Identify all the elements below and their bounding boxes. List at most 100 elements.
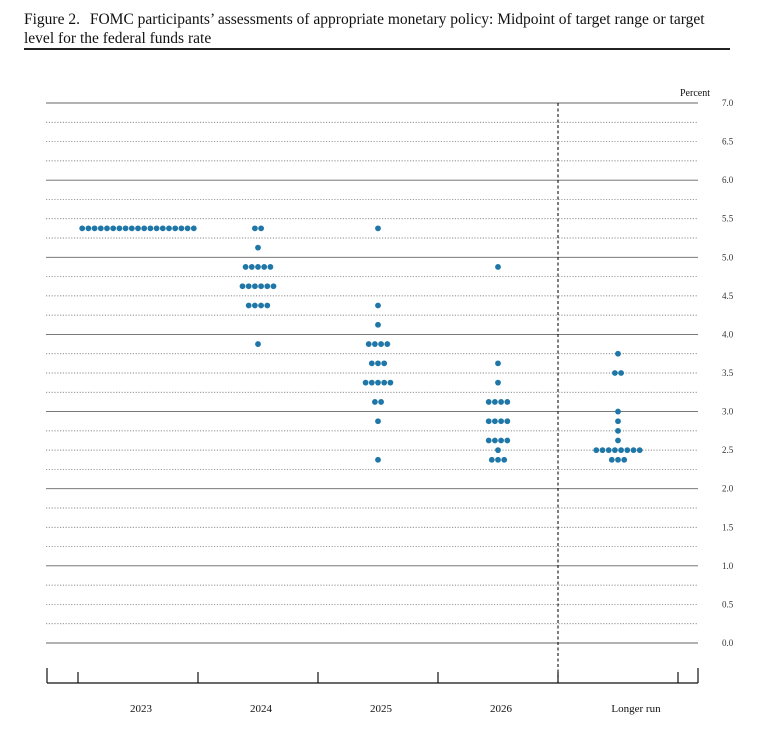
data-dot bbox=[495, 447, 501, 454]
data-dot bbox=[153, 225, 160, 232]
data-dot bbox=[485, 418, 492, 425]
y-tick-label: 2.0 bbox=[722, 484, 734, 494]
data-dot bbox=[504, 418, 511, 425]
data-dot bbox=[378, 399, 384, 405]
data-dot bbox=[495, 379, 501, 386]
data-dot bbox=[242, 264, 249, 270]
data-dot bbox=[618, 447, 624, 454]
data-dot bbox=[495, 456, 501, 463]
data-dot bbox=[492, 418, 498, 425]
y-tick-label: 2.5 bbox=[722, 445, 734, 455]
data-dot bbox=[485, 437, 492, 444]
data-dot bbox=[615, 437, 621, 444]
data-dot bbox=[387, 379, 394, 386]
data-dot bbox=[375, 456, 381, 463]
y-tick-label: 0.0 bbox=[722, 638, 734, 648]
x-category-label: 2025 bbox=[370, 703, 393, 715]
data-dot bbox=[110, 225, 117, 232]
data-dot bbox=[122, 225, 129, 232]
figure-caption: Figure 2. FOMC participants’ assessments… bbox=[24, 10, 736, 48]
y-axis-unit-label: Percent bbox=[680, 88, 710, 99]
y-tick-label: 5.0 bbox=[722, 252, 734, 262]
data-dot bbox=[501, 456, 508, 463]
data-dot bbox=[255, 341, 261, 347]
data-dot bbox=[608, 456, 615, 463]
data-dot bbox=[239, 283, 246, 290]
data-dot bbox=[264, 302, 271, 309]
data-dot bbox=[615, 456, 621, 463]
data-dot bbox=[190, 225, 197, 232]
data-dot bbox=[252, 283, 258, 290]
y-axis: 0.0 0.5 1.0 1.5 2.0 2.5 3.0 3.5 4.0 4.5 5.0 5.5 6.0 6… bbox=[680, 88, 734, 648]
data-dot bbox=[498, 437, 504, 444]
data-dot bbox=[495, 360, 501, 367]
x-category-label: 2024 bbox=[250, 703, 273, 715]
data-dot bbox=[375, 321, 381, 328]
data-dot bbox=[375, 302, 381, 309]
data-dot bbox=[498, 418, 504, 425]
data-dot bbox=[365, 341, 372, 347]
data-dot bbox=[267, 264, 274, 270]
y-tick-label: 4.0 bbox=[722, 329, 734, 339]
data-dot bbox=[91, 225, 98, 232]
data-dot bbox=[612, 370, 618, 376]
y-tick-label: 7.0 bbox=[722, 98, 734, 108]
data-dot bbox=[116, 225, 123, 232]
data-dot bbox=[270, 283, 277, 290]
data-dot bbox=[621, 456, 628, 463]
data-dot bbox=[368, 379, 375, 386]
x-category-label: Longer run bbox=[611, 703, 661, 715]
data-dot bbox=[159, 225, 166, 232]
data-dot bbox=[618, 370, 624, 376]
data-dot bbox=[141, 225, 148, 232]
data-dot bbox=[135, 225, 141, 232]
y-tick-label: 3.5 bbox=[722, 368, 734, 378]
y-tick-label: 1.0 bbox=[722, 561, 734, 571]
data-dot bbox=[498, 399, 504, 405]
data-dot bbox=[492, 399, 498, 405]
data-dot bbox=[612, 447, 618, 454]
data-dot bbox=[245, 283, 252, 290]
y-tick-label: 3.0 bbox=[722, 407, 734, 417]
data-dot bbox=[615, 427, 621, 434]
data-dot bbox=[372, 341, 378, 347]
data-dot bbox=[166, 225, 172, 232]
data-dot bbox=[624, 447, 631, 454]
data-dot bbox=[128, 225, 135, 232]
data-dot bbox=[381, 379, 388, 386]
data-dot bbox=[258, 283, 264, 290]
figure-label: Figure 2. bbox=[24, 11, 80, 28]
data-dot bbox=[485, 399, 492, 405]
data-dot bbox=[384, 341, 391, 347]
y-tick-label: 6.0 bbox=[722, 175, 734, 185]
data-dot bbox=[372, 399, 378, 405]
data-dot bbox=[504, 437, 511, 444]
data-dot bbox=[261, 264, 268, 270]
data-dot bbox=[97, 225, 104, 232]
data-dot bbox=[104, 225, 110, 232]
y-tick-label: 4.5 bbox=[722, 291, 734, 301]
y-tick-label: 0.5 bbox=[722, 599, 734, 609]
data-dot bbox=[255, 244, 261, 251]
data-dot bbox=[492, 437, 498, 444]
grid-lines bbox=[46, 102, 698, 683]
data-dot bbox=[368, 360, 375, 367]
data-dot bbox=[375, 418, 381, 425]
data-dot bbox=[79, 225, 86, 232]
data-dots bbox=[79, 225, 643, 463]
data-dot bbox=[615, 408, 621, 415]
data-dot bbox=[615, 350, 621, 357]
data-dot bbox=[504, 399, 511, 405]
y-tick-label: 5.5 bbox=[722, 214, 734, 224]
data-dot bbox=[85, 225, 92, 232]
data-dot bbox=[252, 302, 258, 309]
data-dot bbox=[248, 264, 255, 270]
data-dot bbox=[362, 379, 369, 386]
data-dot bbox=[245, 302, 252, 309]
y-tick-label: 6.5 bbox=[722, 137, 734, 147]
data-dot bbox=[605, 447, 612, 454]
data-dot bbox=[178, 225, 185, 232]
x-category-label: 2023 bbox=[130, 703, 153, 715]
data-dot bbox=[252, 225, 258, 232]
